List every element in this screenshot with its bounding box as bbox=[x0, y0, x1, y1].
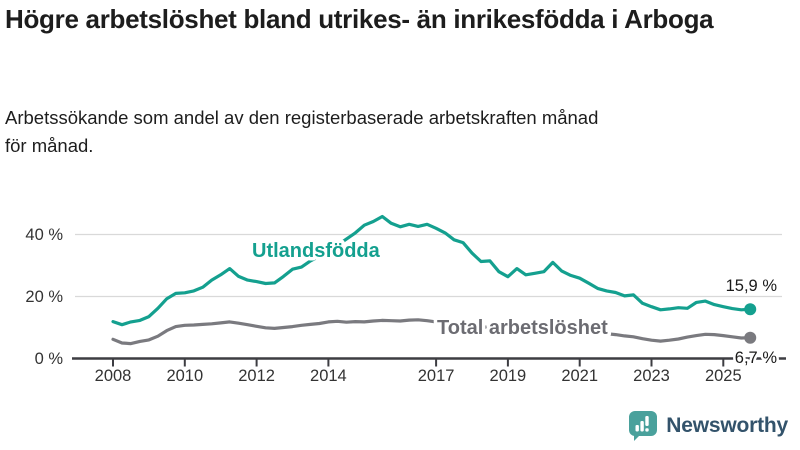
chart-title: Högre arbetslöshet bland utrikes- än inr… bbox=[5, 4, 714, 34]
x-axis-label-2023: 2023 bbox=[633, 367, 670, 385]
y-axis-label-20: 20 % bbox=[25, 288, 63, 306]
x-axis-label-2021: 2021 bbox=[561, 367, 598, 385]
newsworthy-icon bbox=[629, 411, 658, 441]
series-end-dot-utlandsfodda bbox=[744, 303, 757, 316]
chart-subtitle: Arbetssökande som andel av den registerb… bbox=[5, 107, 599, 156]
series-label-utlandsfodda: Utlandsfödda bbox=[252, 240, 381, 262]
newsworthy-logo[interactable]: Newsworthy bbox=[628, 410, 788, 442]
series-end-dot-total bbox=[744, 331, 757, 344]
x-axis-label-2010: 2010 bbox=[166, 367, 203, 385]
series-label-total: Total arbetslöshet bbox=[437, 317, 608, 339]
x-axis-label-2012: 2012 bbox=[238, 367, 275, 385]
x-axis-label-2014: 2014 bbox=[310, 367, 347, 385]
x-axis-label-2008: 2008 bbox=[95, 367, 132, 385]
x-axis-label-2025: 2025 bbox=[705, 367, 742, 385]
y-axis-label-0: 0 % bbox=[35, 350, 64, 368]
series-line-utlandsfodda bbox=[111, 214, 752, 327]
x-axis-label-2017: 2017 bbox=[418, 367, 455, 385]
end-value-label-utlandsfodda: 15,9 % bbox=[726, 277, 778, 295]
y-axis-label-40: 40 % bbox=[25, 226, 63, 244]
newsworthy-wordmark: Newsworthy bbox=[666, 414, 788, 437]
x-axis-label-2019: 2019 bbox=[490, 367, 527, 385]
end-value-label-total: 6,7 % bbox=[735, 349, 778, 367]
series-line-total bbox=[111, 318, 752, 346]
